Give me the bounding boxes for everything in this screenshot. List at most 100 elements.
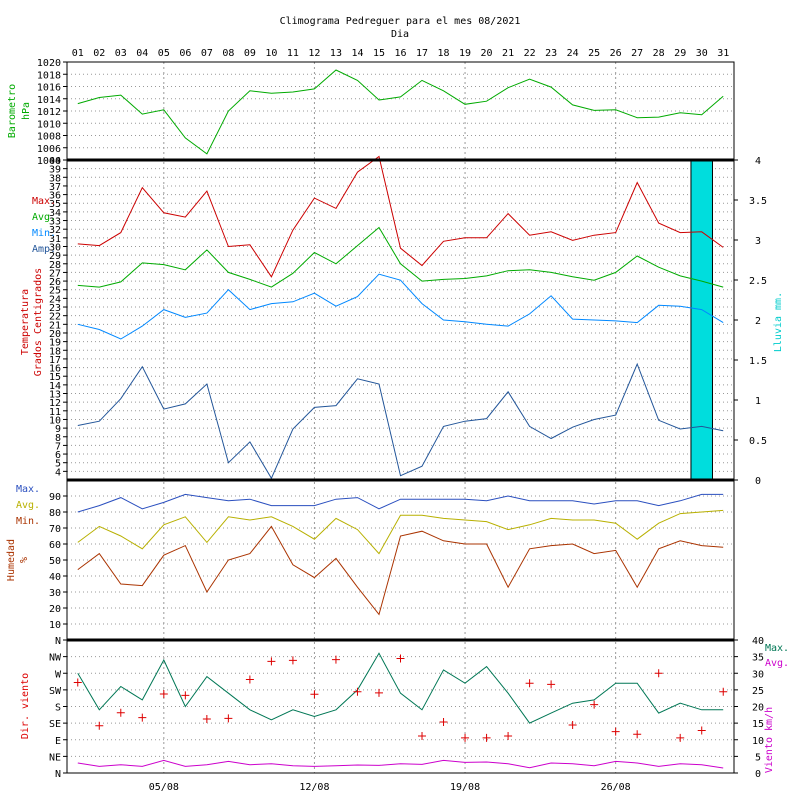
y-tick-label: 18: [49, 346, 61, 357]
y2-tick-label: 3.5: [749, 196, 767, 207]
y-tick-label: 1008: [37, 132, 61, 143]
day-tick-label: 13: [330, 48, 342, 59]
wind-direction-marker: [374, 688, 383, 697]
day-tick-label: 27: [631, 48, 643, 59]
y2-tick-label: 20: [752, 703, 764, 714]
y-tick-label: 38: [49, 173, 61, 184]
chart-title: Climograma Pedreguer para el mes 08/2021: [280, 16, 521, 27]
x-tick-label: 05/08: [149, 782, 179, 793]
day-tick-label: 16: [394, 48, 406, 59]
day-tick-label: 02: [93, 48, 105, 59]
rain-bar: [690, 159, 713, 481]
day-tick-label: 01: [72, 48, 84, 59]
wind-direction-marker: [245, 675, 254, 684]
wind-direction-marker: [418, 732, 427, 741]
y-tick-label: 30: [49, 588, 61, 599]
y2-tick-label: 15: [752, 719, 764, 730]
legend-label: Min.: [32, 228, 56, 239]
x-axis-label: Dia: [391, 29, 409, 40]
day-tick-label: 23: [545, 48, 557, 59]
humidity-line: [77, 493, 724, 513]
y-tick-label: 8: [55, 433, 61, 444]
y2-tick-label: 2: [755, 316, 761, 327]
y-tick-label: 23: [49, 303, 61, 314]
y2-tick-label: 0: [755, 769, 761, 780]
wind-direction-marker: [138, 713, 147, 722]
day-tick-label: 07: [201, 48, 213, 59]
y2-tick-label: 1: [755, 396, 761, 407]
wind-direction-marker: [159, 689, 168, 698]
legend-label: Min.: [16, 516, 40, 527]
day-tick-label: 24: [567, 48, 579, 59]
day-tick-label: 15: [373, 48, 385, 59]
grid-layer: [67, 62, 734, 773]
y-tick-label: W: [55, 669, 62, 680]
y-tick-label: 16: [49, 364, 61, 375]
day-tick-label: 18: [438, 48, 450, 59]
y2-tick-label: 2.5: [749, 276, 767, 287]
wind-direction-marker: [504, 732, 513, 741]
wind-direction-marker: [288, 656, 297, 665]
y2-tick-label: 4: [755, 156, 761, 167]
y-tick-label: 1004: [37, 156, 61, 167]
wind-direction-marker: [525, 679, 534, 688]
day-tick-label: 21: [502, 48, 514, 59]
wind-direction-marker: [353, 687, 362, 696]
day-tick-label: 25: [588, 48, 600, 59]
wind-direction-marker: [202, 715, 211, 724]
wind-direction-marker: [568, 720, 577, 729]
day-tick-label: 22: [524, 48, 536, 59]
wind-direction-marker: [590, 700, 599, 709]
day-tick-label: 06: [179, 48, 191, 59]
wind-direction-marker: [697, 726, 706, 735]
y2-tick-label: 30: [752, 669, 764, 680]
day-tick-label: 03: [115, 48, 127, 59]
day-tick-label: 20: [481, 48, 493, 59]
temperature-line: [77, 155, 724, 278]
y-axis-label: Humedad: [6, 539, 17, 581]
y-tick-label: 1020: [37, 58, 61, 69]
y-tick-label: 10: [49, 415, 61, 426]
y-tick-label: 20: [49, 604, 61, 615]
legend-label: Avg.: [32, 212, 56, 223]
y-tick-label: 20: [49, 329, 61, 340]
y-tick-label: 27: [49, 268, 61, 279]
y-tick-label: 19: [49, 338, 61, 349]
y-tick-label: 13: [49, 390, 61, 401]
y-tick-label: 80: [49, 508, 61, 519]
legend-label: Avg.: [765, 658, 789, 669]
y-axis-label: Barometro: [7, 84, 18, 138]
day-tick-label: 05: [158, 48, 170, 59]
y2-tick-label: 0: [755, 476, 761, 487]
y2-tick-label: 10: [752, 736, 764, 747]
day-tick-label: 08: [222, 48, 234, 59]
wind-speed-line: [77, 652, 724, 724]
humidity-line: [77, 525, 724, 616]
wind-direction-marker: [116, 708, 125, 717]
plot-frame: [66, 61, 735, 774]
y-tick-label: 5: [55, 459, 61, 470]
y2-axis-label: Lluvia mm.: [773, 292, 784, 352]
temperature-line: [77, 273, 724, 340]
day-tick-label: 11: [287, 48, 299, 59]
x-tick-label: 12/08: [299, 782, 329, 793]
y-tick-label: NE: [49, 752, 61, 763]
temperature-line: [77, 362, 724, 480]
y-tick-label: 12: [49, 398, 61, 409]
y2-tick-label: 1.5: [749, 356, 767, 367]
y-tick-label: S: [55, 703, 61, 714]
y-tick-label: 90: [49, 492, 61, 503]
day-tick-label: 14: [351, 48, 363, 59]
y-tick-label: 26: [49, 277, 61, 288]
y-tick-label: 25: [49, 286, 61, 297]
y-tick-label: N: [55, 636, 61, 647]
y-tick-label: 10: [49, 620, 61, 631]
y-tick-label: 29: [49, 251, 61, 262]
wind-direction-marker: [224, 714, 233, 723]
y-tick-label: SW: [49, 686, 62, 697]
wind-direction-marker: [611, 727, 620, 736]
labels-layer: 01 02 03 04 05 06 07 08 09 10 11 12 13 14 15 16 17 18 19 20…: [6, 48, 789, 793]
y-tick-label: 31: [49, 234, 61, 245]
